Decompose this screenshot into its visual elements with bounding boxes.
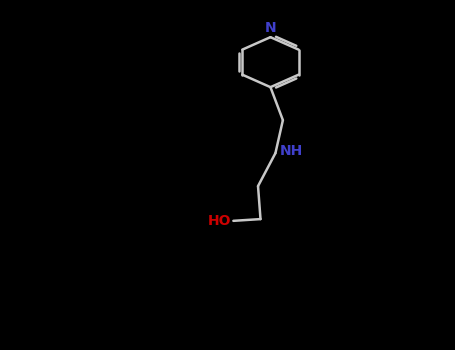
- Text: N: N: [265, 21, 276, 35]
- Text: HO: HO: [207, 214, 231, 228]
- Text: NH: NH: [280, 145, 303, 159]
